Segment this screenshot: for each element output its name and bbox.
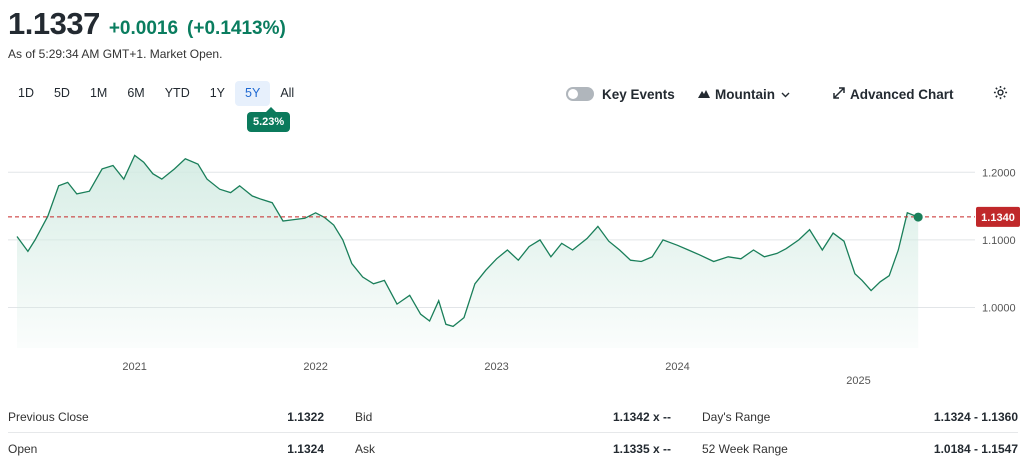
- y-tick-label: 1.0000: [982, 302, 1016, 314]
- gear-icon: [993, 85, 1008, 103]
- x-axis: 2021 2022 2023 2024 2025: [122, 361, 870, 387]
- y-axis: 1.2000 1.1000 1.0000: [982, 167, 1016, 314]
- range-5y[interactable]: 5Y: [235, 81, 271, 106]
- quote-header: 1.1337 +0.0016 (+0.1413%): [8, 6, 286, 42]
- range-1d[interactable]: 1D: [18, 86, 34, 100]
- previous-close-value: 1.1340: [981, 212, 1015, 224]
- y-tick-label: 1.1000: [982, 235, 1016, 247]
- expand-icon: [833, 86, 845, 102]
- stat-value: 1.0184 - 1.1547: [933, 441, 1018, 456]
- stat-open: Open 1.1324: [8, 442, 324, 456]
- badge-background: [976, 206, 1020, 227]
- range-all[interactable]: All: [280, 86, 295, 100]
- stat-value: 1.1324 - 1.1360: [933, 409, 1018, 424]
- stat-label: 52 Week Range: [702, 441, 788, 456]
- range-6m[interactable]: 6M: [127, 86, 145, 100]
- range-5d[interactable]: 5D: [53, 86, 70, 100]
- as-of-timestamp: As of 5:29:34 AM GMT+1. Market Open.: [8, 47, 223, 61]
- range-ytd[interactable]: YTD: [164, 86, 190, 100]
- x-tick-label: 2025: [846, 375, 870, 387]
- price-area: [17, 155, 919, 348]
- range-1m[interactable]: 1M: [89, 86, 108, 100]
- chart-type-label: Mountain: [715, 86, 775, 102]
- price-change: +0.0016: [108, 18, 179, 39]
- x-tick-label: 2022: [303, 361, 327, 373]
- stats-row: Open 1.1324 Ask 1.1335 x -- 52 Week Rang…: [8, 433, 1018, 462]
- stat-bid: Bid 1.1342 x --: [355, 410, 671, 424]
- quote-stats: Previous Close 1.1322 Bid 1.1342 x -- Da…: [8, 401, 1018, 462]
- stat-ask: Ask 1.1335 x --: [355, 442, 671, 456]
- price-line: [16, 154, 919, 328]
- y-tick-label: 1.2000: [982, 167, 1016, 179]
- advanced-chart-button[interactable]: Advanced Chart: [833, 84, 954, 104]
- settings-button[interactable]: [993, 84, 1008, 104]
- stat-value: 1.1335 x --: [612, 441, 671, 456]
- x-tick-label: 2023: [484, 361, 508, 373]
- range-1y[interactable]: 1Y: [209, 86, 226, 100]
- range-change-tooltip: 5.23%: [247, 107, 291, 132]
- stats-row: Previous Close 1.1322 Bid 1.1342 x -- Da…: [8, 401, 1018, 433]
- previous-close-badge: 1.1340: [976, 206, 1020, 227]
- stat-52-week-range: 52 Week Range 1.0184 - 1.1547: [702, 442, 1018, 456]
- range-selector: 1D 5D 1M 6M YTD 1Y 5Y All: [8, 81, 304, 106]
- chevron-down-icon: [781, 87, 790, 101]
- current-price: 1.1337: [8, 6, 100, 41]
- price-change-percent: (+0.1413%): [187, 18, 286, 39]
- stat-value: 1.1342 x --: [612, 409, 671, 424]
- mountain-icon: [698, 87, 710, 101]
- advanced-chart-label: Advanced Chart: [850, 86, 954, 102]
- stat-label: Open: [8, 441, 38, 456]
- stat-label: Ask: [355, 441, 376, 456]
- x-tick-label: 2024: [665, 361, 689, 373]
- chart-type-select[interactable]: Mountain: [698, 84, 795, 104]
- key-events-toggle[interactable]: Key Events: [566, 84, 675, 104]
- stat-previous-close: Previous Close 1.1322: [8, 410, 324, 424]
- toggle-switch[interactable]: [566, 87, 594, 101]
- stat-value: 1.1322: [287, 409, 324, 424]
- x-tick-label: 2021: [122, 361, 146, 373]
- stat-value: 1.1324: [287, 441, 324, 456]
- stat-label: Bid: [355, 409, 373, 424]
- stat-label: Previous Close: [8, 409, 89, 424]
- stat-days-range: Day's Range 1.1324 - 1.1360: [702, 410, 1018, 424]
- last-price-dot: [913, 212, 923, 222]
- stat-label: Day's Range: [702, 409, 771, 424]
- key-events-label: Key Events: [602, 86, 675, 102]
